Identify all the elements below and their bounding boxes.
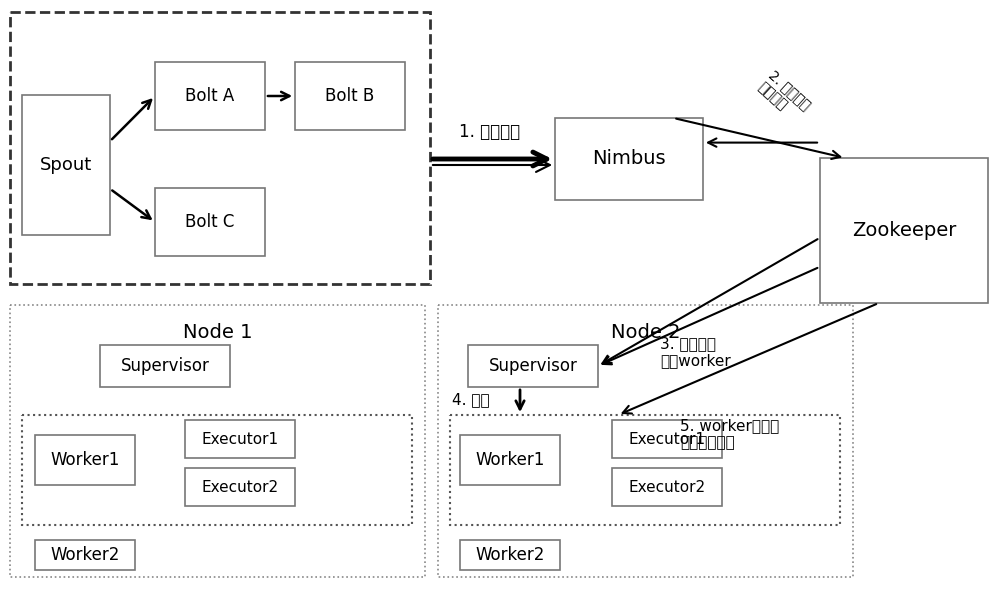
Bar: [185, 468, 295, 506]
Bar: [35, 540, 135, 570]
Text: Worker1: Worker1: [50, 451, 120, 469]
Text: Executor1: Executor1: [628, 431, 706, 447]
Bar: [155, 188, 265, 256]
Text: Executor2: Executor2: [628, 480, 706, 494]
Text: Node 1: Node 1: [183, 323, 252, 342]
Bar: [460, 540, 560, 570]
Bar: [468, 345, 598, 387]
Text: 2. 获取心跳
分派任务: 2. 获取心跳 分派任务: [755, 68, 813, 124]
Bar: [820, 158, 988, 303]
Bar: [555, 118, 703, 200]
Text: Zookeeper: Zookeeper: [852, 221, 956, 240]
Text: Worker2: Worker2: [475, 546, 545, 564]
Text: Spout: Spout: [40, 156, 92, 174]
Bar: [100, 345, 230, 387]
Text: 1. 拓扑提交: 1. 拓扑提交: [459, 123, 521, 141]
Text: Executor1: Executor1: [201, 431, 279, 447]
Text: Node 2: Node 2: [611, 323, 680, 342]
Bar: [460, 435, 560, 485]
Text: Worker1: Worker1: [475, 451, 545, 469]
Text: Bolt C: Bolt C: [185, 213, 235, 231]
Text: 5. worker发送心
跳，执行任务: 5. worker发送心 跳，执行任务: [680, 418, 779, 450]
Bar: [22, 95, 110, 235]
Bar: [10, 305, 425, 577]
Bar: [22, 415, 412, 525]
Bar: [35, 435, 135, 485]
Bar: [438, 305, 853, 577]
Bar: [10, 12, 430, 284]
Text: Bolt B: Bolt B: [325, 87, 375, 105]
Text: Supervisor: Supervisor: [489, 357, 577, 375]
Text: 3. 获取任务
管理worker: 3. 获取任务 管理worker: [660, 336, 731, 368]
Text: Bolt A: Bolt A: [185, 87, 235, 105]
Text: 4. 启动: 4. 启动: [452, 392, 490, 408]
Text: Executor2: Executor2: [201, 480, 279, 494]
Text: Worker2: Worker2: [50, 546, 120, 564]
Bar: [612, 468, 722, 506]
Bar: [612, 420, 722, 458]
Bar: [185, 420, 295, 458]
Text: Nimbus: Nimbus: [592, 149, 666, 169]
Bar: [295, 62, 405, 130]
Text: Supervisor: Supervisor: [121, 357, 209, 375]
Bar: [155, 62, 265, 130]
Bar: [450, 415, 840, 525]
